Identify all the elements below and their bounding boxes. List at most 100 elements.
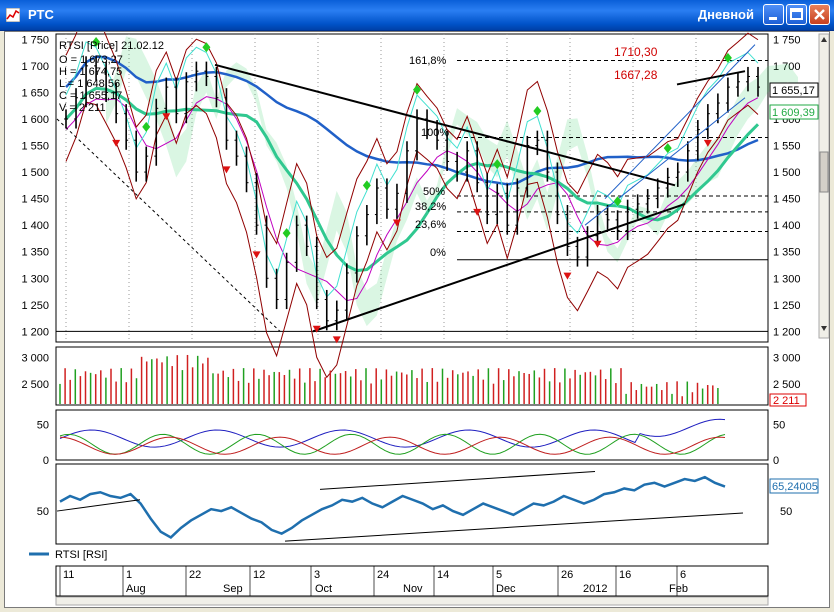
x-axis-day-label: 5 bbox=[496, 569, 502, 581]
trendline-top bbox=[676, 70, 746, 86]
price-tick-left: 1 400 bbox=[21, 220, 49, 232]
x-axis-month-label: 2012 bbox=[583, 583, 607, 595]
x-axis-day-label: 12 bbox=[253, 569, 265, 581]
price-tick-left: 1 700 bbox=[21, 61, 49, 73]
info-high: H = 1 674,75 bbox=[59, 66, 122, 78]
info-box: RTSI [Price] 21.02.12 O = 1 673,27 H = 1… bbox=[59, 40, 164, 114]
fib-label-100: 100% bbox=[421, 127, 449, 139]
fractal-down-marker bbox=[473, 208, 482, 216]
maximize-icon bbox=[790, 8, 803, 20]
price-tick-right: 1 750 bbox=[773, 34, 801, 46]
channel-blue-upper bbox=[604, 44, 756, 199]
osc-tick-left: 50 bbox=[37, 419, 49, 431]
scroll-up-icon[interactable] bbox=[821, 37, 827, 42]
fractal-up-marker bbox=[142, 121, 151, 132]
price-tick-left: 1 500 bbox=[21, 167, 49, 179]
volume-chart-layer: 3 000 3 000 2 500 2 500 bbox=[21, 353, 801, 404]
price-tick-left: 1 300 bbox=[21, 273, 49, 285]
fractal-up-marker bbox=[413, 84, 422, 95]
x-axis-day-label: 14 bbox=[437, 569, 449, 581]
fractal-down-marker bbox=[222, 166, 231, 174]
minimize-icon bbox=[769, 17, 777, 20]
minimize-button[interactable] bbox=[763, 4, 784, 25]
fractal-up-marker bbox=[723, 52, 732, 63]
info-low: L = 1 648,56 bbox=[59, 78, 120, 90]
timeframe-label[interactable]: Дневной bbox=[697, 7, 754, 22]
x-axis-day-label: 24 bbox=[377, 569, 389, 581]
price-tick-left: 1 200 bbox=[21, 326, 49, 338]
price-tick-right: 1 200 bbox=[773, 326, 801, 338]
horizontal-scrollbar[interactable] bbox=[55, 596, 769, 606]
trendline-up bbox=[312, 202, 686, 333]
maximize-button[interactable] bbox=[786, 4, 807, 25]
rsi-trendline-1 bbox=[56, 499, 141, 512]
scroll-down-icon[interactable] bbox=[821, 326, 827, 331]
price-tick-right: 1 350 bbox=[773, 247, 801, 259]
price-tick-left: 1 250 bbox=[21, 300, 49, 312]
x-axis-month-label: Aug bbox=[126, 583, 146, 595]
fractal-down-marker bbox=[162, 113, 171, 121]
osc-green-line bbox=[59, 433, 726, 455]
fractal-down-marker bbox=[312, 325, 321, 333]
rsi-line bbox=[59, 475, 726, 539]
current-rsi-value: 65,24005 bbox=[772, 481, 818, 493]
fractal-up-marker bbox=[362, 180, 371, 191]
x-axis-month-label: Feb bbox=[669, 583, 688, 595]
close-icon bbox=[814, 9, 825, 20]
price-label-1667: 1667,28 bbox=[614, 68, 658, 82]
price-tick-right: 1 250 bbox=[773, 300, 801, 312]
osc-blue-line bbox=[59, 418, 726, 448]
price-tick-left: 1 450 bbox=[21, 194, 49, 206]
info-volume: V = 2 211 bbox=[59, 102, 106, 114]
window-title: РТС bbox=[28, 7, 54, 22]
x-axis-day-label: 1 bbox=[126, 569, 132, 581]
price-tick-right: 1 550 bbox=[773, 141, 801, 153]
fractal-up-marker bbox=[202, 42, 211, 53]
rsi-chart-layer: 50 50 bbox=[37, 471, 792, 542]
rsi-legend-label: RTSI [RSI] bbox=[55, 549, 107, 561]
x-axis bbox=[55, 565, 769, 597]
fractal-up-marker bbox=[282, 228, 291, 239]
price-label-1710: 1710,30 bbox=[614, 45, 658, 59]
volume-tick-right: 2 500 bbox=[773, 379, 801, 391]
price-tick-right: 1 300 bbox=[773, 273, 801, 285]
rsi-panel bbox=[55, 463, 769, 545]
volume-tick-left: 3 000 bbox=[21, 353, 49, 365]
x-axis-month-label: Dec bbox=[496, 583, 516, 595]
fractal-up-marker bbox=[613, 196, 622, 207]
fib-label-236: 23,6% bbox=[415, 219, 446, 231]
title-bar[interactable]: РТС Дневной bbox=[0, 0, 834, 31]
green-price-value: 1 609,39 bbox=[772, 107, 815, 119]
channel-blue-lower bbox=[584, 97, 746, 226]
rsi-trendline-3 bbox=[284, 512, 744, 542]
fib-label-0: 0% bbox=[430, 247, 446, 259]
x-axis-day-label: 6 bbox=[680, 569, 686, 581]
chart-app-icon bbox=[6, 8, 20, 22]
price-tick-left: 1 350 bbox=[21, 247, 49, 259]
x-axis-day-label: 16 bbox=[619, 569, 631, 581]
fractal-up-marker bbox=[92, 36, 101, 47]
fractal-up-marker bbox=[533, 106, 542, 116]
fractal-down-marker bbox=[332, 336, 341, 344]
trendline-down bbox=[214, 63, 676, 187]
price-tick-left: 1 550 bbox=[21, 141, 49, 153]
ma-green-line bbox=[64, 86, 760, 273]
x-axis-month-label: Nov bbox=[403, 583, 423, 595]
price-tick-right: 1 450 bbox=[773, 194, 801, 206]
x-axis-day-label: 11 bbox=[63, 569, 74, 581]
price-tick-left: 1 650 bbox=[21, 87, 49, 99]
current-volume-tag bbox=[769, 393, 807, 407]
fib-label-382: 38,2% bbox=[415, 201, 446, 213]
osc-tick-right: 50 bbox=[773, 419, 785, 431]
volume-tick-right: 3 000 bbox=[773, 353, 801, 365]
x-axis-day-label: 3 bbox=[314, 569, 320, 581]
rsi-tick-right: 50 bbox=[780, 506, 792, 518]
close-button[interactable] bbox=[809, 4, 830, 25]
info-open: O = 1 673,27 bbox=[59, 54, 123, 66]
green-price-tag bbox=[769, 104, 819, 120]
osc-red-line bbox=[59, 436, 726, 455]
scroll-thumb[interactable] bbox=[819, 151, 829, 193]
